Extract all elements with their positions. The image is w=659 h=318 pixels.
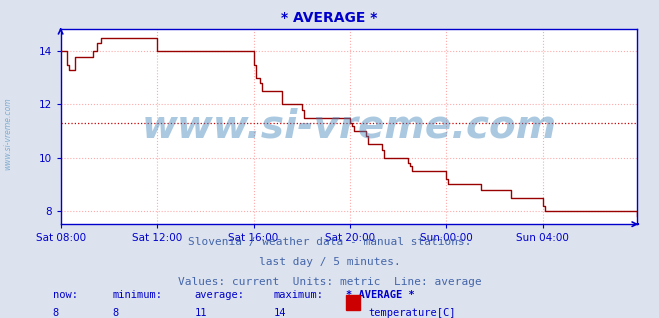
Text: now:: now: — [53, 290, 78, 300]
Text: Values: current  Units: metric  Line: average: Values: current Units: metric Line: aver… — [178, 277, 481, 287]
Text: 8: 8 — [112, 308, 118, 318]
Text: www.si-vreme.com: www.si-vreme.com — [141, 107, 557, 145]
Text: temperature[C]: temperature[C] — [368, 308, 456, 318]
Text: minimum:: minimum: — [112, 290, 162, 300]
Text: * AVERAGE *: * AVERAGE * — [346, 290, 415, 300]
Text: 11: 11 — [194, 308, 207, 318]
Text: 8: 8 — [53, 308, 59, 318]
Text: 14: 14 — [273, 308, 286, 318]
Text: last day / 5 minutes.: last day / 5 minutes. — [258, 257, 401, 267]
Text: www.si-vreme.com: www.si-vreme.com — [3, 97, 13, 170]
Text: maximum:: maximum: — [273, 290, 324, 300]
Text: Slovenia / weather data - manual stations.: Slovenia / weather data - manual station… — [188, 237, 471, 247]
Text: * AVERAGE *: * AVERAGE * — [281, 11, 378, 25]
Text: average:: average: — [194, 290, 244, 300]
